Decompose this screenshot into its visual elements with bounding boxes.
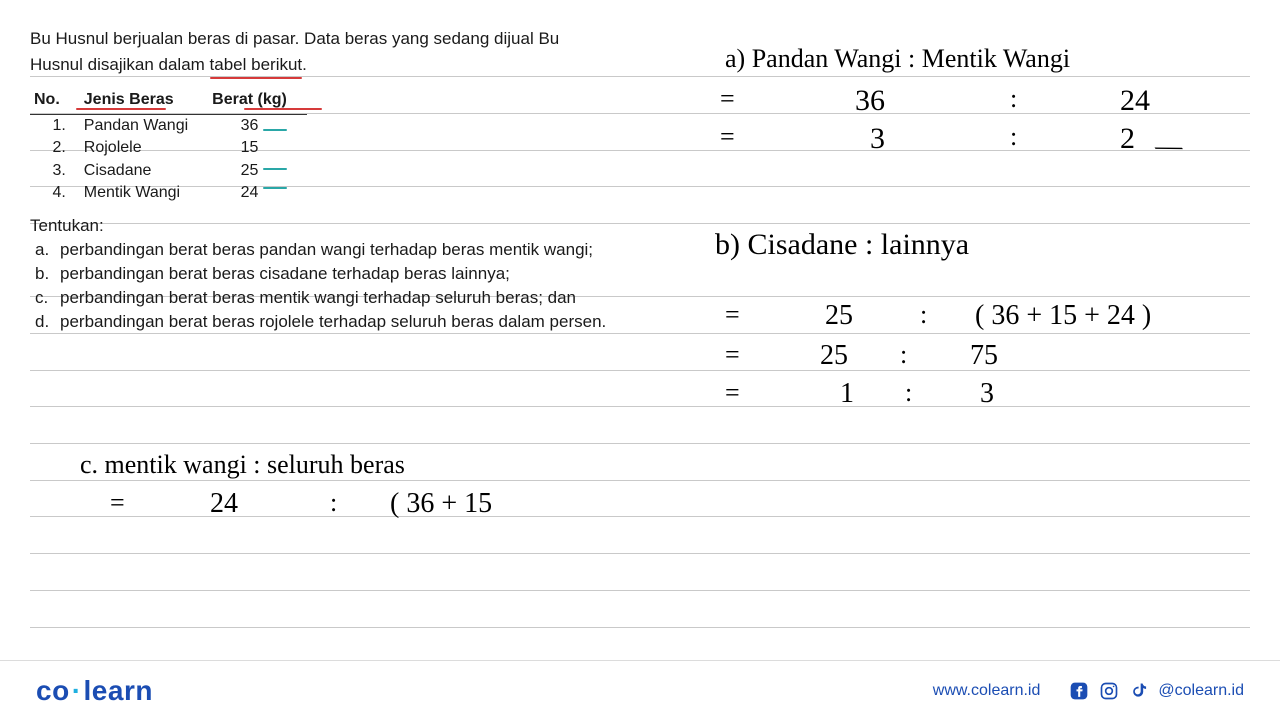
footer: co·learn www.colearn.id @colearn.id <box>0 660 1280 720</box>
hw-expr: ( 36 + 15 <box>390 488 492 520</box>
problem-text: Bu Husnul berjualan beras di pasar. Data… <box>30 28 670 333</box>
hw-expr: ( 36 + 15 + 24 ) <box>975 300 1151 332</box>
hw-c-title: c. mentik wangi : seluruh beras <box>80 450 405 480</box>
hw-val: 36 <box>855 84 885 118</box>
question-item: a.perbandingan berat beras pandan wangi … <box>30 239 670 261</box>
hw-colon: : <box>1010 84 1017 114</box>
teal-underline-mark <box>263 168 287 171</box>
question-item: d.perbandingan berat beras rojolele terh… <box>30 311 670 333</box>
hw-val: 24 <box>210 488 238 520</box>
hw-val: 25 <box>820 340 848 372</box>
table-row: 4.Mentik Wangi24 <box>30 182 307 204</box>
questions-heading: Tentukan: <box>30 215 670 237</box>
question-item: c.perbandingan berat beras mentik wangi … <box>30 287 670 309</box>
hw-colon: : <box>330 488 337 518</box>
table-row: 1.Pandan Wangi36 <box>30 114 307 137</box>
hw-val: 24 <box>1120 84 1150 118</box>
th-jenis: Jenis Beras <box>80 86 208 115</box>
hw-val: 2 <box>1120 122 1135 156</box>
red-underline-mark <box>244 108 322 110</box>
intro-line-2: Husnul disajikan dalam tabel berikut. <box>30 54 670 76</box>
hw-eq: = <box>725 300 740 330</box>
red-underline-mark <box>76 108 166 110</box>
hw-colon: : <box>920 300 927 330</box>
underlined-phrase: tabel berikut <box>210 54 303 76</box>
intro-line-1: Bu Husnul berjualan beras di pasar. Data… <box>30 28 670 50</box>
hw-val: 75 <box>970 340 998 372</box>
hw-val: 3 <box>870 122 885 156</box>
hw-a-title: a) Pandan Wangi : Mentik Wangi <box>725 44 1070 74</box>
logo-dot: · <box>70 675 84 706</box>
instagram-icon <box>1098 680 1120 702</box>
th-no: No. <box>30 86 80 115</box>
hw-eq: = <box>720 84 735 114</box>
hw-eq: = <box>725 378 740 408</box>
social-block: @colearn.id <box>1068 680 1244 702</box>
hw-eq: = <box>110 488 125 518</box>
footer-url: www.colearn.id <box>933 682 1041 700</box>
teal-underline-mark <box>263 129 287 132</box>
hw-val: 3 <box>980 378 994 410</box>
questions-block: Tentukan: a.perbandingan berat beras pan… <box>30 215 670 333</box>
hw-colon: : <box>900 340 907 370</box>
hw-val: 25 <box>825 300 853 332</box>
brand-logo: co·learn <box>36 675 153 707</box>
hw-val: 1 <box>840 378 854 410</box>
table-row: 3.Cisadane25 <box>30 160 307 182</box>
hw-colon: : <box>905 378 912 408</box>
hw-eq: = <box>725 340 740 370</box>
th-berat: Berat (kg) <box>208 86 307 115</box>
tiktok-icon <box>1128 680 1150 702</box>
table-row: 2.Rojolele15 <box>30 137 307 159</box>
social-handle: @colearn.id <box>1158 682 1244 700</box>
teal-underline-mark <box>263 187 287 190</box>
question-item: b.perbandingan berat beras cisadane terh… <box>30 263 670 285</box>
hw-colon: : <box>1010 122 1017 152</box>
hw-eq: = <box>720 122 735 152</box>
facebook-icon <box>1068 680 1090 702</box>
hw-b-title: b) Cisadane : lainnya <box>715 228 969 262</box>
